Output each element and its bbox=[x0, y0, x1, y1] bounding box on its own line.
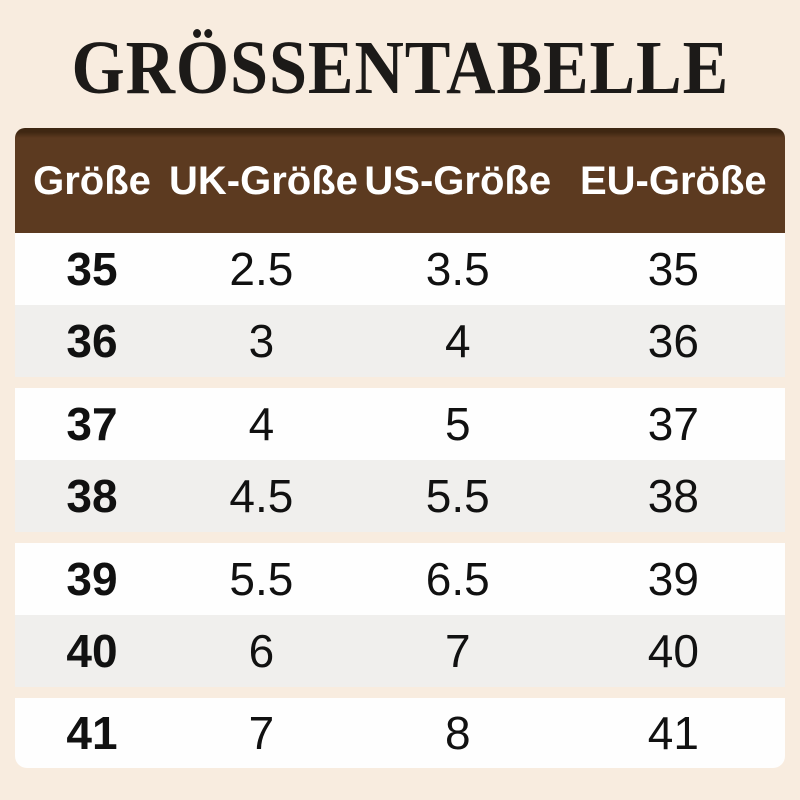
cell-groesse: 36 bbox=[66, 315, 118, 367]
cell-uk: 7 bbox=[248, 707, 275, 759]
table-row-35: 35 2.5 3.5 35 bbox=[15, 233, 785, 305]
cell-us: 8 bbox=[444, 707, 471, 759]
cell-groesse: 39 bbox=[66, 553, 118, 605]
cell-us: 6.5 bbox=[425, 553, 490, 605]
table-header-row: Größe UK-Größe US-Größe EU-Größe bbox=[15, 128, 785, 233]
cell-groesse: 41 bbox=[66, 707, 118, 759]
cell-groesse: 37 bbox=[66, 398, 118, 450]
cell-eu: 36 bbox=[647, 315, 699, 367]
cell-uk: 3 bbox=[248, 315, 275, 367]
page-title: GRÖSSENTABELLE bbox=[71, 26, 729, 110]
cell-groesse: 40 bbox=[66, 625, 118, 677]
cell-eu: 35 bbox=[647, 243, 699, 295]
cell-eu: 41 bbox=[647, 707, 699, 759]
table-row-38: 38 4.5 5.5 38 bbox=[15, 460, 785, 532]
size-table: Größe UK-Größe US-Größe EU-Größe 35 2.5 … bbox=[15, 128, 785, 768]
row-separator bbox=[15, 532, 785, 543]
cell-uk: 6 bbox=[248, 625, 275, 677]
cell-us: 5 bbox=[444, 398, 471, 450]
cell-uk: 5.5 bbox=[229, 553, 294, 605]
cell-uk: 4.5 bbox=[229, 470, 294, 522]
cell-eu: 39 bbox=[647, 553, 699, 605]
table-row-40: 40 6 7 40 bbox=[15, 615, 785, 687]
table-row-41: 41 7 8 41 bbox=[15, 698, 785, 768]
cell-us: 5.5 bbox=[425, 470, 490, 522]
cell-uk: 4 bbox=[248, 398, 275, 450]
cell-us: 4 bbox=[444, 315, 471, 367]
row-separator bbox=[15, 377, 785, 388]
row-separator bbox=[15, 687, 785, 698]
column-header-eu: EU-Größe bbox=[579, 158, 767, 203]
cell-us: 7 bbox=[444, 625, 471, 677]
title-container: GRÖSSENTABELLE bbox=[0, 0, 800, 126]
column-header-uk: UK-Größe bbox=[169, 158, 358, 203]
cell-eu: 38 bbox=[647, 470, 699, 522]
column-header-us: US-Größe bbox=[364, 158, 552, 203]
cell-groesse: 38 bbox=[66, 470, 118, 522]
table-row-37: 37 4 5 37 bbox=[15, 388, 785, 460]
cell-eu: 37 bbox=[647, 398, 699, 450]
table-row-36: 36 3 4 36 bbox=[15, 305, 785, 377]
cell-eu: 40 bbox=[647, 625, 699, 677]
table-row-39: 39 5.5 6.5 39 bbox=[15, 543, 785, 615]
column-header-groesse: Größe bbox=[33, 158, 151, 203]
cell-uk: 2.5 bbox=[229, 243, 294, 295]
cell-us: 3.5 bbox=[425, 243, 490, 295]
cell-groesse: 35 bbox=[66, 243, 118, 295]
